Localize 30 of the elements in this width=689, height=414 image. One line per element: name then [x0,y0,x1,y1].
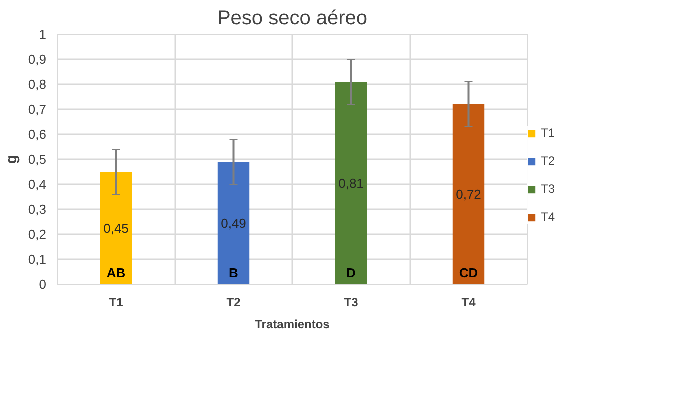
x-tick-label: T1 [109,296,124,310]
annotation: D [346,266,356,280]
legend-label: T1 [541,126,556,140]
annotation: CD [459,266,478,280]
x-tick-label: T4 [462,296,476,310]
y-tick-label: 0,7 [28,102,47,117]
y-tick-label: 1 [39,27,47,42]
annotation: AB [106,266,126,280]
legend-label: T4 [541,210,556,224]
legend-label: T3 [541,182,556,196]
x-tick-label: T3 [344,296,359,310]
data-label: 0,72 [456,187,482,202]
data-label: 0,49 [221,216,246,231]
y-axis-title: g [3,154,20,164]
x-axis-title: Tratamientos [255,318,330,332]
x-tick-label: T2 [226,296,242,310]
y-tick-label: 0,6 [28,127,47,142]
data-label: 0,81 [338,176,364,191]
y-tick-label: 0,3 [28,202,47,217]
data-label: 0,45 [104,220,129,236]
y-tick-label: 0,8 [28,77,47,92]
y-tick-label: 0,2 [28,227,47,242]
y-tick-label: 0,4 [28,177,47,192]
chart-title: Peso seco aéreo [217,8,368,30]
legend-label: T2 [541,154,556,168]
y-tick-label: 0 [39,277,47,292]
y-tick-label: 0,9 [28,52,47,67]
y-tick-label: 0,5 [28,152,47,167]
annotation: B [229,266,238,280]
y-tick-label: 0,1 [28,252,47,267]
